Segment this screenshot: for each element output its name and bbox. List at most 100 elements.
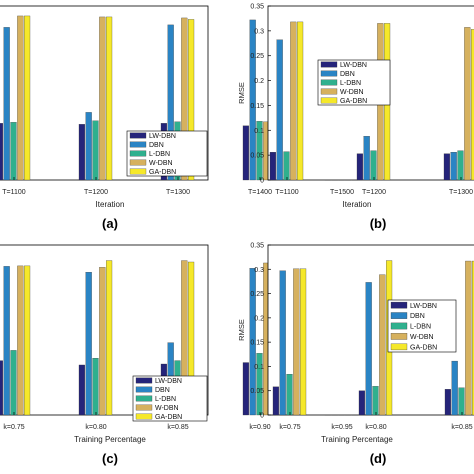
legend-swatch: [390, 333, 408, 340]
legend-entry: L-DBN: [155, 396, 176, 403]
panel-label: (c): [102, 451, 118, 466]
x-axis-label: Iteration: [96, 200, 125, 209]
bar-dbn: [363, 136, 370, 181]
bar-lw-dbn: [443, 153, 450, 181]
legend-entry: GA-DBN: [340, 98, 367, 105]
legend-swatch: [135, 386, 153, 393]
bar-ga-dbn: [472, 260, 474, 416]
legend-entry: L-DBN: [340, 80, 361, 87]
bar-w-dbn: [290, 21, 297, 181]
panel-d: 0 0.05 0.1 0.15 0.2 0.25 0.3 0.35 RMSE k=0.75 k=0.…: [237, 243, 474, 466]
bar-l-dbn: [283, 151, 290, 181]
panel-label: (a): [102, 216, 118, 231]
y-tick-label: 0.1: [254, 128, 264, 135]
y-tick-label: 0.25: [250, 291, 264, 298]
x-tick-label: k=0.80: [365, 424, 386, 431]
x-tick-label: k=0.85: [451, 424, 472, 431]
y-tick-label: 0.05: [250, 388, 264, 395]
legend-entry: W-DBN: [340, 89, 364, 96]
bar-lw-dbn: [356, 153, 363, 181]
y-axis-label: RMSE: [237, 319, 246, 341]
bar-ga-dbn: [300, 268, 307, 416]
bar-dbn: [249, 19, 256, 181]
legend-entry: L-DBN: [149, 151, 170, 158]
x-tick-label: T=1300: [166, 189, 190, 196]
bar-l-dbn: [10, 350, 17, 416]
bar-w-dbn: [181, 17, 188, 181]
legend-swatch: [320, 70, 338, 77]
legend-swatch: [129, 141, 147, 148]
bar-dbn: [279, 270, 286, 416]
y-axis-label: RMSE: [237, 82, 246, 104]
x-tick-label: k=0.95: [331, 424, 352, 431]
bar-ga-dbn: [106, 260, 113, 416]
bar-ga-dbn: [24, 15, 31, 181]
legend-swatch: [390, 312, 408, 319]
legend-entry: DBN: [149, 142, 164, 149]
y-tick-label: 0: [260, 413, 264, 420]
bar-w-dbn: [17, 265, 24, 416]
legend-entry: LW-DBN: [340, 62, 367, 69]
bar-ga-dbn: [24, 265, 31, 416]
legend-entry: DBN: [410, 313, 425, 320]
bar-l-dbn: [370, 150, 377, 181]
bar-l-dbn: [372, 386, 379, 416]
bar-l-dbn: [458, 387, 465, 416]
y-tick-label: 0.15: [250, 340, 264, 347]
legend: LW-DBN DBN L-DBN W-DBN GA-DBN: [126, 130, 208, 177]
bar-w-dbn: [465, 260, 472, 416]
bar-w-dbn: [293, 268, 300, 416]
bar-w-dbn: [99, 267, 106, 416]
bar-dbn: [85, 112, 92, 181]
x-tick-label: T=1500: [330, 189, 354, 196]
panel-label: (b): [370, 216, 387, 231]
x-tick-label: T=1200: [84, 189, 108, 196]
legend-entry: GA-DBN: [155, 414, 182, 421]
bar-lw-dbn: [78, 364, 85, 416]
bar-lw-dbn: [444, 389, 451, 416]
legend-swatch: [390, 343, 408, 351]
legend-entry: LW-DBN: [149, 133, 176, 140]
legend-swatch: [320, 97, 338, 104]
bar-dbn: [365, 282, 372, 416]
bar-lw-dbn: [358, 390, 365, 416]
bar-l-dbn: [256, 353, 263, 416]
bar-l-dbn: [10, 122, 17, 181]
legend-swatch: [129, 168, 147, 175]
bar-l-dbn: [256, 121, 263, 181]
x-tick-label: k=0.80: [85, 424, 106, 431]
bar-ga-dbn: [106, 16, 113, 181]
panel-b: 0 0.05 0.1 0.15 0.2 0.25 0.3 0.35 RMSE T=1100 T=12…: [237, 4, 474, 231]
x-tick-label: T=1400: [248, 189, 272, 196]
bar-lw-dbn: [242, 125, 249, 181]
y-tick-label: 0.3: [254, 28, 264, 35]
bar-lw-dbn: [0, 123, 3, 181]
legend-entry: L-DBN: [410, 324, 431, 331]
legend: LW-DBN DBN L-DBN W-DBN GA-DBN: [387, 299, 457, 353]
legend: LW-DBN DBN L-DBN W-DBN GA-DBN: [317, 59, 391, 106]
y-tick-label: 0.25: [250, 53, 264, 60]
bar-dbn: [249, 268, 256, 416]
bar-dbn: [167, 24, 174, 181]
x-tick-label: T=1300: [449, 189, 473, 196]
legend-swatch: [129, 159, 147, 166]
legend-entry: W-DBN: [155, 405, 179, 412]
legend-entry: DBN: [155, 387, 170, 394]
legend-entry: GA-DBN: [410, 344, 437, 351]
x-tick-label: k=0.75: [279, 424, 300, 431]
legend-swatch: [135, 413, 153, 420]
bar-dbn: [3, 266, 10, 416]
legend: LW-DBN DBN L-DBN W-DBN GA-DBN: [132, 375, 208, 422]
legend-swatch: [135, 395, 153, 402]
x-tick-label: T=1100: [2, 189, 26, 196]
bar-lw-dbn: [78, 124, 85, 181]
bar-lw-dbn: [272, 386, 279, 416]
bar-dbn: [85, 272, 92, 416]
x-tick-label: k=0.90: [249, 424, 270, 431]
legend-entry: DBN: [340, 71, 355, 78]
bar-dbn: [3, 27, 10, 181]
x-tick-label: T=1200: [362, 189, 386, 196]
x-axis-label: Iteration: [343, 200, 372, 209]
x-axis-label: Training Percentage: [321, 435, 393, 444]
